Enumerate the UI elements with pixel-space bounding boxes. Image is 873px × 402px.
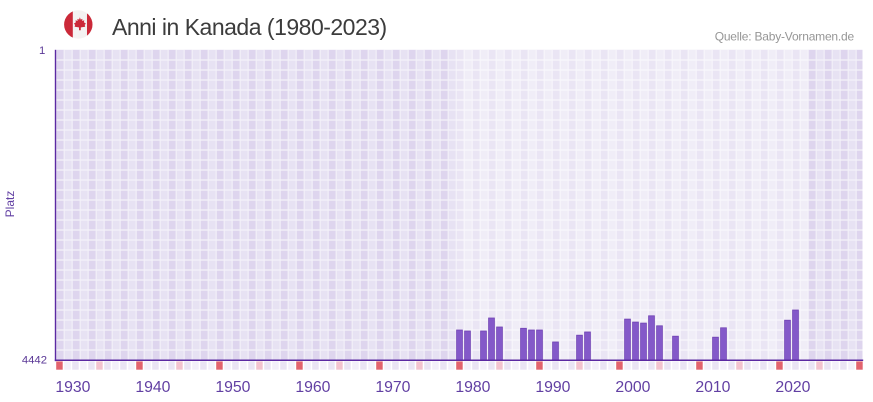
svg-text:1940: 1940: [135, 379, 170, 396]
svg-text:2000: 2000: [615, 379, 650, 396]
svg-text:Quelle: Baby-Vornamen.de: Quelle: Baby-Vornamen.de: [715, 30, 855, 44]
svg-text:1: 1: [39, 45, 45, 57]
svg-text:2020: 2020: [775, 379, 810, 396]
svg-text:2010: 2010: [695, 379, 730, 396]
svg-text:1960: 1960: [295, 379, 330, 396]
svg-text:1970: 1970: [375, 379, 410, 396]
svg-text:1990: 1990: [535, 379, 570, 396]
svg-text:4442: 4442: [22, 355, 47, 367]
svg-text:Platz: Platz: [3, 191, 17, 218]
svg-text:Anni in Kanada (1980-2023): Anni in Kanada (1980-2023): [112, 14, 387, 40]
svg-text:1980: 1980: [455, 379, 490, 396]
svg-text:1950: 1950: [215, 379, 250, 396]
svg-text:1930: 1930: [55, 379, 90, 396]
